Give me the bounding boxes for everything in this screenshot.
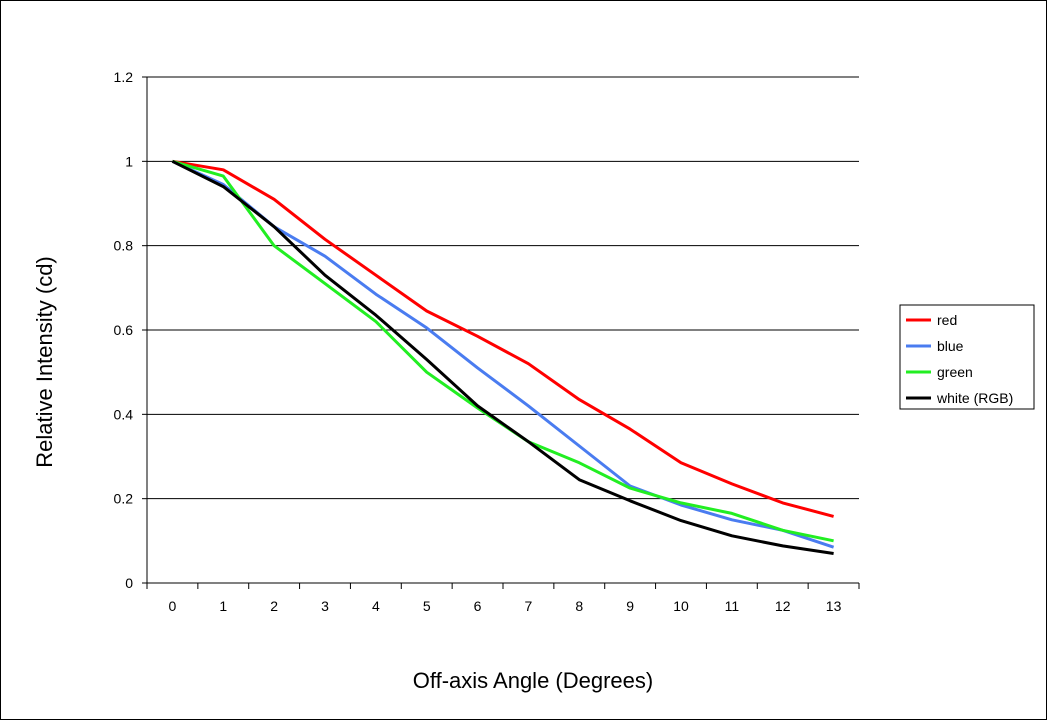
legend-label: green	[937, 364, 973, 380]
x-axis-title: Off-axis Angle (Degrees)	[413, 668, 653, 693]
legend-label: red	[937, 312, 957, 328]
x-tick-label: 1	[219, 598, 227, 614]
series-line-white-rgb-	[171, 159, 834, 555]
x-tick-label: 10	[673, 598, 689, 614]
legend-box	[899, 304, 1035, 410]
x-tick-label: 12	[775, 598, 791, 614]
x-tick-label: 8	[575, 598, 583, 614]
series-line-red	[172, 159, 834, 518]
x-tick-label: 6	[474, 598, 482, 614]
y-tick-label: 0	[125, 575, 133, 591]
y-tick-label: 1	[125, 153, 133, 169]
x-tick-label: 4	[372, 598, 380, 614]
y-axis-ticks: 0 0.2 0.4 0.6 0.8 1 1.2	[114, 69, 147, 591]
series-line-blue	[171, 159, 835, 549]
x-tick-label: 5	[423, 598, 431, 614]
x-tick-label: 3	[321, 598, 329, 614]
series-lines	[171, 159, 835, 555]
y-tick-label: 0.6	[114, 322, 134, 338]
x-axis-ticks: 0 1 2 3 4 5 6 7 8 9 10 11 12 13	[146, 583, 860, 614]
gridlines	[147, 76, 859, 500]
legend-label: blue	[937, 338, 964, 354]
x-tick-label: 7	[525, 598, 533, 614]
x-tick-label: 0	[169, 598, 177, 614]
y-tick-label: 0.8	[114, 238, 134, 254]
x-tick-label: 11	[725, 598, 740, 614]
x-tick-label: 2	[270, 598, 278, 614]
legend-label: white (RGB)	[936, 390, 1013, 406]
x-tick-label: 13	[826, 598, 842, 614]
y-axis-title: Relative Intensity (cd)	[32, 256, 57, 468]
y-tick-label: 1.2	[114, 69, 134, 85]
x-tick-label: 9	[626, 598, 634, 614]
y-tick-label: 0.2	[114, 491, 134, 507]
legend: red blue green white (RGB)	[899, 304, 1035, 410]
y-tick-label: 0.4	[114, 406, 134, 422]
